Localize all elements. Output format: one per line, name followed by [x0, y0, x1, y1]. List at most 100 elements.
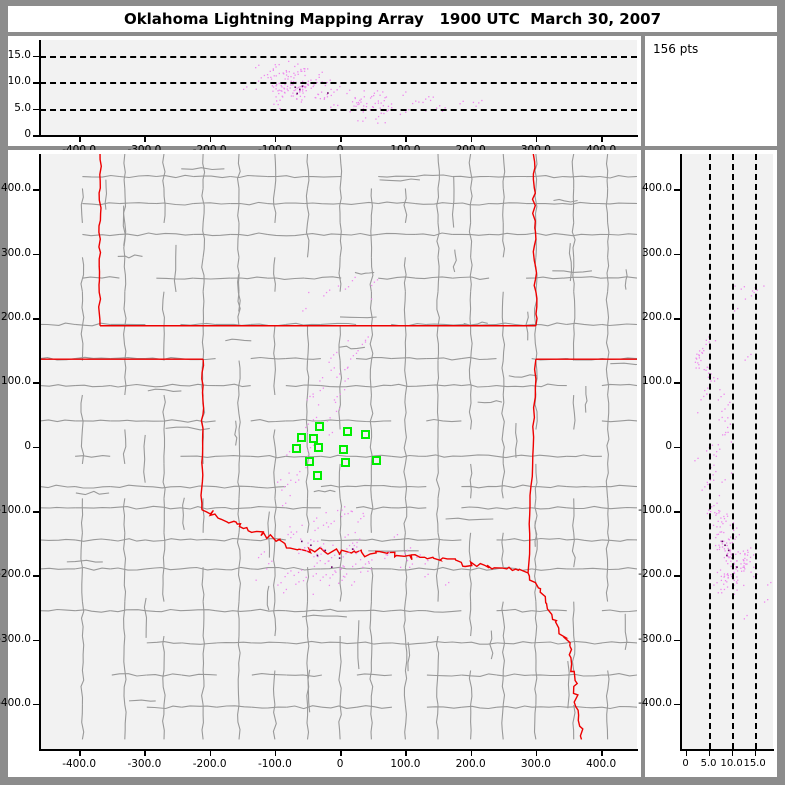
- x-axis-line: [39, 749, 638, 751]
- lma-station-marker: [338, 445, 348, 455]
- x-axis-tick: [340, 749, 342, 756]
- lma-station-marker: [372, 455, 382, 465]
- x-axis-tick: [79, 135, 81, 142]
- y-axis-tick: [674, 575, 681, 577]
- y-axis-tick: [674, 511, 681, 513]
- y-axis-tick-label: 5.0: [14, 101, 31, 114]
- y-axis-tick: [33, 639, 40, 642]
- x-axis-tick: [470, 749, 473, 756]
- gridline-horizontal: [40, 82, 637, 85]
- lma-station-marker: [341, 458, 351, 468]
- y-axis-tick: [674, 382, 681, 384]
- county-and-state-boundaries-layer: [40, 154, 637, 740]
- y-axis-tick-label: 0: [24, 439, 31, 452]
- lma-station-marker: [312, 470, 322, 480]
- x-axis-tick-label: -400.0: [62, 758, 97, 770]
- x-axis-tick-label: 5.0: [700, 758, 717, 769]
- point-count-panel: 156 pts: [645, 36, 777, 146]
- lma-station-marker: [313, 442, 323, 452]
- lma-station-marker: [304, 457, 314, 467]
- y-axis-tick-label: 100.0: [0, 375, 31, 388]
- x-axis-tick: [79, 749, 81, 756]
- lma-station-marker: [360, 429, 370, 439]
- x-axis-tick-label: 200.0: [455, 758, 486, 770]
- x-axis-tick-label: -100.0: [257, 758, 292, 770]
- y-axis-tick: [33, 382, 40, 384]
- y-axis-line: [680, 154, 682, 749]
- y-axis-tick: [33, 135, 40, 137]
- y-axis-tick-label: 0: [665, 439, 672, 452]
- y-axis-tick: [33, 703, 40, 706]
- y-axis-tick-label: 100.0: [641, 375, 672, 388]
- altitude-vs-east-panel: 05.010.015.0-400.0-300.0-200.0-100.00100…: [7, 36, 641, 156]
- y-axis-tick-label: 300.0: [0, 246, 31, 259]
- x-axis-tick: [209, 135, 212, 142]
- x-axis-tick: [274, 135, 277, 142]
- y-axis-tick: [674, 253, 681, 256]
- page-title: Oklahoma Lightning Mapping Array 1900 UT…: [123, 10, 662, 28]
- x-axis-tick: [708, 749, 711, 756]
- y-axis-tick: [33, 318, 40, 320]
- y-axis-tick-label: -200.0: [638, 568, 672, 581]
- y-axis-tick-label: 0: [24, 128, 31, 140]
- x-axis-tick-label: 300.0: [520, 758, 551, 770]
- plan-view-map-plot: [40, 154, 637, 749]
- lma-station-markers-layer: [40, 154, 637, 749]
- lma-station-marker: [291, 443, 301, 453]
- gridline-horizontal: [40, 108, 637, 111]
- y-axis-tick-label: 10.0: [7, 75, 31, 88]
- y-axis-tick-label: -100.0: [0, 504, 31, 516]
- x-axis-tick: [731, 749, 734, 756]
- x-axis-tick: [535, 135, 538, 142]
- y-axis-tick: [33, 108, 40, 111]
- x-axis-tick: [535, 749, 538, 756]
- y-axis-tick: [33, 82, 40, 84]
- y-axis-line: [39, 40, 41, 135]
- gridline-vertical: [708, 154, 711, 749]
- y-axis-tick: [33, 575, 40, 577]
- x-axis-tick: [405, 749, 407, 756]
- y-axis-tick-label: 400.0: [641, 182, 672, 195]
- y-axis-tick: [674, 318, 681, 320]
- y-axis-tick: [674, 703, 681, 706]
- y-axis-tick: [33, 446, 40, 449]
- x-axis-tick: [144, 749, 146, 756]
- y-axis-tick: [33, 511, 40, 513]
- y-axis-tick-label: -400.0: [638, 696, 672, 709]
- x-axis-tick: [405, 135, 407, 142]
- y-axis-tick: [33, 253, 40, 256]
- x-axis-tick: [470, 135, 473, 142]
- x-axis-tick: [601, 135, 603, 142]
- y-axis-tick-label: -400.0: [0, 696, 31, 709]
- north-vs-altitude-panel: 400.0 300.0 200.0 100.0 0 -100.0 -200.0 -300.0 -…: [638, 150, 777, 777]
- north-vs-altitude-points-layer: [694, 285, 772, 620]
- y-axis-tick: [674, 189, 681, 191]
- y-axis-tick-label: -300.0: [638, 632, 672, 645]
- x-axis-tick: [209, 749, 212, 756]
- y-axis-tick-label: 200.0: [0, 311, 31, 324]
- x-axis-tick: [754, 749, 757, 756]
- x-axis-tick-label: 15.0: [743, 758, 766, 769]
- lma-station-marker: [314, 422, 324, 432]
- x-axis-tick: [685, 749, 688, 756]
- lma-station-marker: [342, 427, 352, 437]
- y-axis-tick: [33, 55, 40, 58]
- lma-station-marker: [296, 433, 306, 443]
- y-axis-tick-label: -300.0: [0, 632, 31, 645]
- y-axis-tick: [33, 189, 40, 191]
- x-axis-tick-label: -200.0: [192, 758, 227, 770]
- y-axis-tick: [674, 639, 681, 642]
- gridline-horizontal: [40, 55, 637, 58]
- y-axis-tick-label: 400.0: [0, 182, 31, 195]
- x-axis-tick-label: 0: [336, 758, 344, 770]
- title-bar: Oklahoma Lightning Mapping Array 1900 UT…: [8, 6, 777, 32]
- x-axis-line: [39, 135, 638, 137]
- y-axis-tick-label: 300.0: [641, 246, 672, 259]
- y-axis-tick: [674, 446, 681, 449]
- gridline-vertical: [731, 154, 734, 749]
- x-axis-tick: [601, 749, 603, 756]
- x-axis-tick: [340, 135, 342, 142]
- point-count-label: 156 pts: [653, 42, 699, 56]
- x-axis-tick: [274, 749, 277, 756]
- y-axis-tick-label: 15.0: [7, 48, 31, 61]
